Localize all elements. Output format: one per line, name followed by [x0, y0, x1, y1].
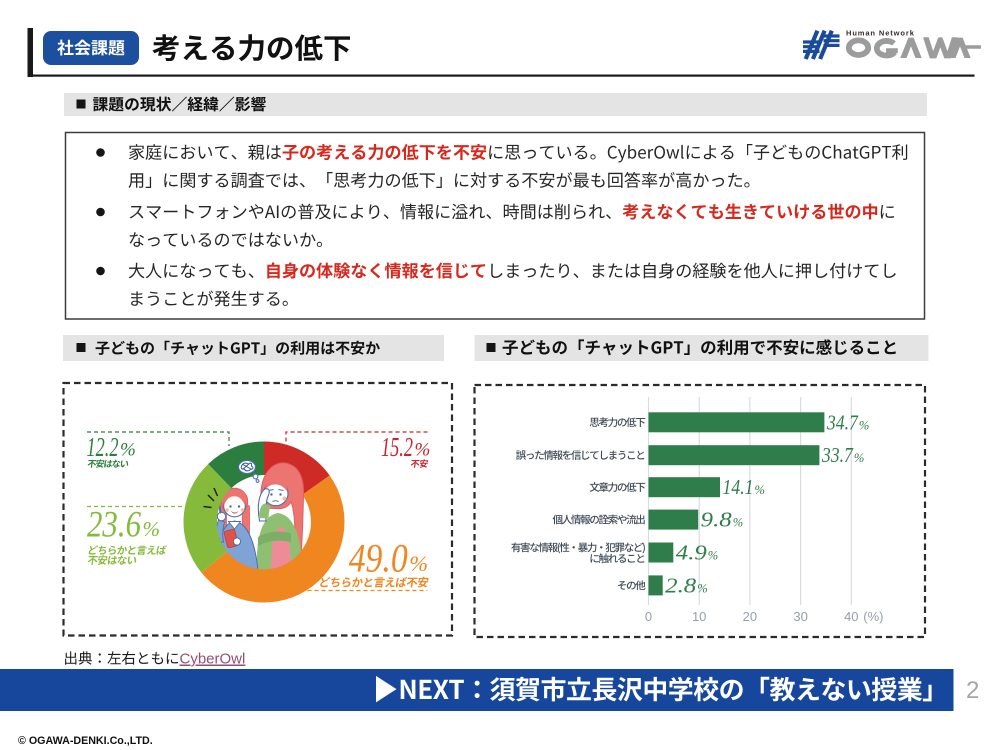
- svg-text:CyberOwl: CyberOwl: [180, 651, 246, 668]
- svg-text:10: 10: [692, 609, 706, 624]
- svg-text:23.6: 23.6: [87, 505, 141, 546]
- svg-text:%: %: [733, 516, 743, 530]
- svg-text:12.2: 12.2: [87, 432, 119, 462]
- svg-text:%: %: [854, 451, 864, 465]
- svg-text:%: %: [143, 517, 161, 541]
- svg-text:2.8: 2.8: [665, 573, 696, 597]
- svg-text:49.0: 49.0: [349, 536, 408, 581]
- svg-text:%: %: [415, 440, 431, 461]
- svg-text:15.2: 15.2: [381, 432, 413, 462]
- svg-text:%: %: [708, 549, 718, 563]
- svg-text:© OGAWA-DENKI.Co.,LTD.: © OGAWA-DENKI.Co.,LTD.: [18, 735, 153, 747]
- svg-text:20: 20: [743, 609, 757, 624]
- svg-text:9.8: 9.8: [701, 508, 732, 532]
- svg-text:(%): (%): [863, 609, 883, 624]
- svg-text:%: %: [120, 440, 136, 461]
- svg-text:%: %: [755, 483, 765, 497]
- svg-text:0: 0: [645, 609, 652, 624]
- svg-text:2: 2: [966, 677, 979, 704]
- svg-text:%: %: [409, 551, 428, 576]
- svg-text:40: 40: [844, 609, 858, 624]
- svg-text:Human Network: Human Network: [846, 29, 915, 38]
- svg-text:%: %: [697, 581, 707, 595]
- svg-text:14.1: 14.1: [723, 475, 754, 499]
- svg-text:4.9: 4.9: [676, 541, 707, 565]
- svg-text:33.7: 33.7: [821, 443, 854, 467]
- svg-text:%: %: [859, 418, 869, 432]
- svg-text:34.7: 34.7: [826, 410, 859, 434]
- svg-text:30: 30: [793, 609, 807, 624]
